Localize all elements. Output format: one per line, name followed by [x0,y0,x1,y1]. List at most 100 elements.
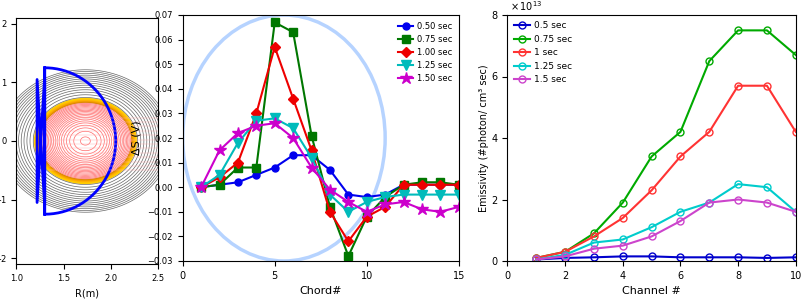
1.25 sec [675,210,684,214]
0.5 sec [617,255,627,258]
0.50 sec [196,185,206,189]
Line: 0.50 sec: 0.50 sec [197,152,461,200]
Line: 1.25 sec: 1.25 sec [532,181,798,263]
1.00 sec [214,176,224,179]
1.00 sec [288,97,298,101]
1.50 sec [269,122,279,125]
1.50 sec [380,202,389,206]
0.50 sec [417,183,427,187]
1.25 sec [560,253,569,257]
1.00 sec [196,185,206,189]
Text: $\times\,10^{13}$: $\times\,10^{13}$ [510,0,542,13]
1.25 sec [196,185,206,189]
0.75 sec [435,181,444,184]
0.75 sec [617,201,627,204]
0.50 sec [269,166,279,169]
1.25 sec [589,241,599,244]
1.50 sec [453,205,463,209]
1 sec [560,250,569,253]
1.25 sec [251,119,261,123]
0.5 sec [675,256,684,259]
0.5 sec [530,258,540,261]
1.5 sec [589,247,599,250]
1.50 sec [196,185,206,189]
0.5 sec [704,256,714,259]
1.00 sec [251,112,261,115]
1.50 sec [343,200,353,204]
1.25 sec [762,185,771,189]
1.5 sec [732,198,742,201]
1.25 sec [417,193,427,196]
1 sec [646,188,655,192]
X-axis label: Chord#: Chord# [299,286,341,296]
0.75 sec [196,185,206,189]
1.25 sec [435,193,444,196]
0.75 sec [251,166,261,169]
1.00 sec [269,45,279,49]
1.25 sec [398,193,408,196]
0.75 sec [790,53,800,57]
1.25 sec [288,126,298,130]
1.25 sec [233,141,242,145]
Legend: 0.5 sec, 0.75 sec, 1 sec, 1.25 sec, 1.5 sec: 0.5 sec, 0.75 sec, 1 sec, 1.25 sec, 1.5 … [512,20,573,86]
Line: 0.75 sec: 0.75 sec [532,27,798,261]
0.75 sec [288,30,298,34]
0.75 sec [530,256,540,260]
1.25 sec [732,182,742,186]
Line: 1.00 sec: 1.00 sec [197,44,461,245]
0.50 sec [214,183,224,187]
0.50 sec [324,168,334,172]
0.75 sec [380,195,389,199]
1.25 sec [790,210,800,214]
1.25 sec [380,195,389,199]
0.75 sec [453,183,463,187]
1 sec [762,84,771,88]
1.00 sec [453,183,463,187]
1.50 sec [398,200,408,204]
0.75 sec [646,154,655,158]
1.5 sec [762,201,771,204]
1.5 sec [646,235,655,238]
1 sec [589,235,599,238]
1.25 sec [307,156,316,160]
0.50 sec [453,183,463,187]
0.50 sec [343,193,353,196]
1 sec [675,154,684,158]
1.00 sec [435,183,444,187]
1.25 sec [453,193,463,196]
1.00 sec [417,183,427,187]
Line: 1 sec: 1 sec [532,82,798,261]
1 sec [732,84,742,88]
0.5 sec [646,255,655,258]
1.25 sec [269,116,279,120]
0.75 sec [214,183,224,187]
Line: 1.25 sec: 1.25 sec [196,113,463,217]
1.50 sec [435,210,444,214]
1.00 sec [233,161,242,164]
0.75 sec [398,183,408,187]
1.25 sec [704,201,714,204]
0.50 sec [307,153,316,157]
1.50 sec [288,136,298,140]
1.00 sec [324,210,334,214]
1.50 sec [362,210,371,214]
0.75 sec [362,215,371,218]
Y-axis label: ΔS (V): ΔS (V) [131,121,142,155]
1.50 sec [307,166,316,169]
1.25 sec [646,225,655,229]
X-axis label: R(m): R(m) [75,288,99,298]
0.75 sec [560,250,569,253]
1.25 sec [617,238,627,241]
0.50 sec [435,183,444,187]
1.5 sec [560,255,569,258]
1.5 sec [704,201,714,204]
0.75 sec [417,181,427,184]
0.50 sec [288,153,298,157]
1.00 sec [380,205,389,209]
0.50 sec [362,195,371,199]
1.25 sec [214,173,224,177]
0.5 sec [560,256,569,260]
1.50 sec [233,131,242,135]
0.5 sec [762,256,771,260]
1.00 sec [398,183,408,187]
